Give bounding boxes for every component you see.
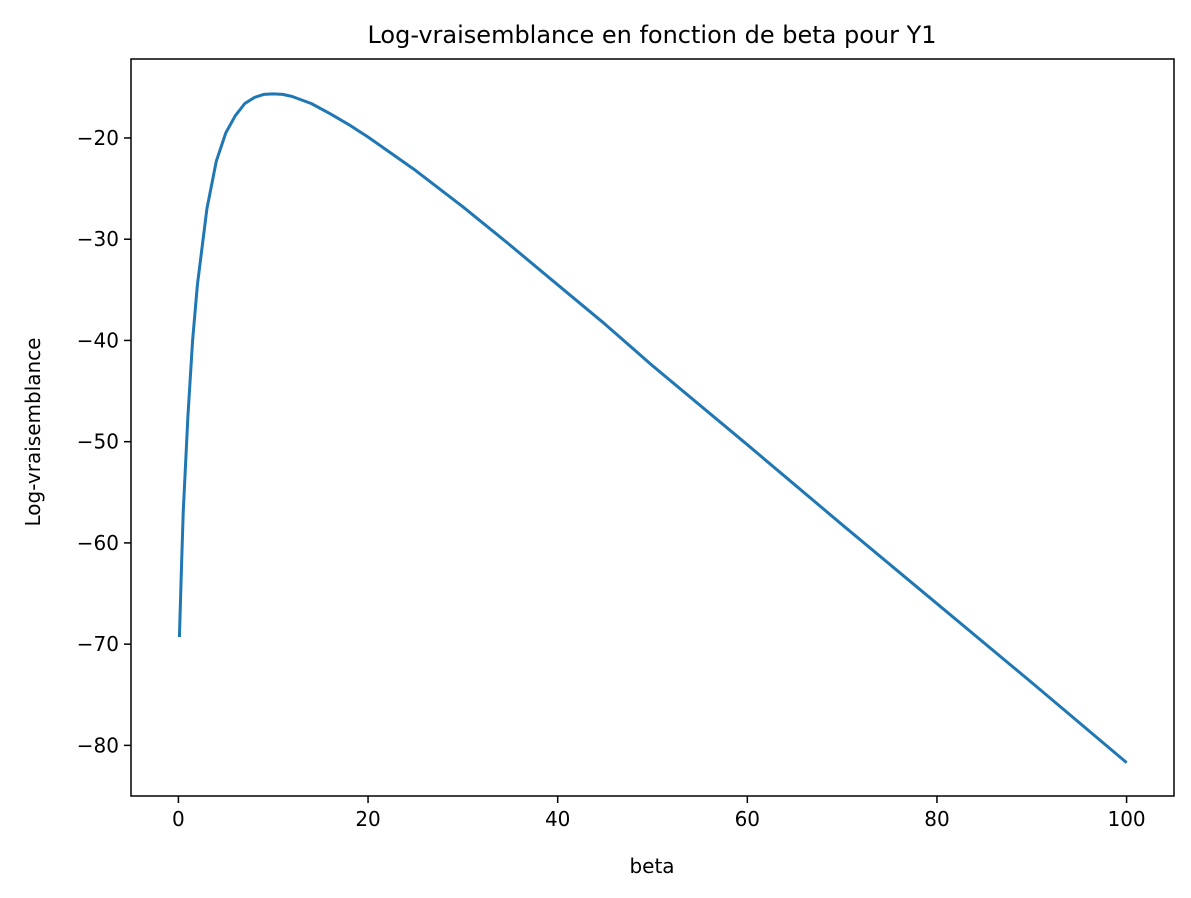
y-ticks: −20 −30 −40 −50 −60 −70 −80	[77, 126, 131, 757]
y-tick-label: −60	[77, 531, 119, 555]
y-tick-label: −30	[77, 227, 119, 251]
chart-title: Log-vraisemblance en fonction de beta po…	[367, 21, 936, 49]
x-tick-label: 0	[172, 807, 185, 831]
x-tick-label: 40	[545, 807, 570, 831]
y-tick-label: −40	[77, 328, 119, 352]
series-line-0	[177, 92, 1128, 764]
x-axis-label: beta	[629, 854, 674, 878]
x-ticks: 0 20 40 60 80 100	[172, 796, 1146, 831]
y-tick-label: −20	[77, 126, 119, 150]
x-tick-label: 60	[735, 807, 760, 831]
y-tick-label: −50	[77, 430, 119, 454]
plot-frame	[130, 58, 1175, 797]
y-axis-label: Log-vraisemblance	[21, 338, 45, 527]
plot-area	[131, 59, 1174, 796]
series-layer	[177, 92, 1128, 764]
x-tick-label: 20	[355, 807, 380, 831]
y-tick-label: −80	[77, 733, 119, 757]
y-tick-label: −70	[77, 632, 119, 656]
x-tick-label: 100	[1107, 807, 1145, 831]
x-tick-label: 80	[924, 807, 949, 831]
